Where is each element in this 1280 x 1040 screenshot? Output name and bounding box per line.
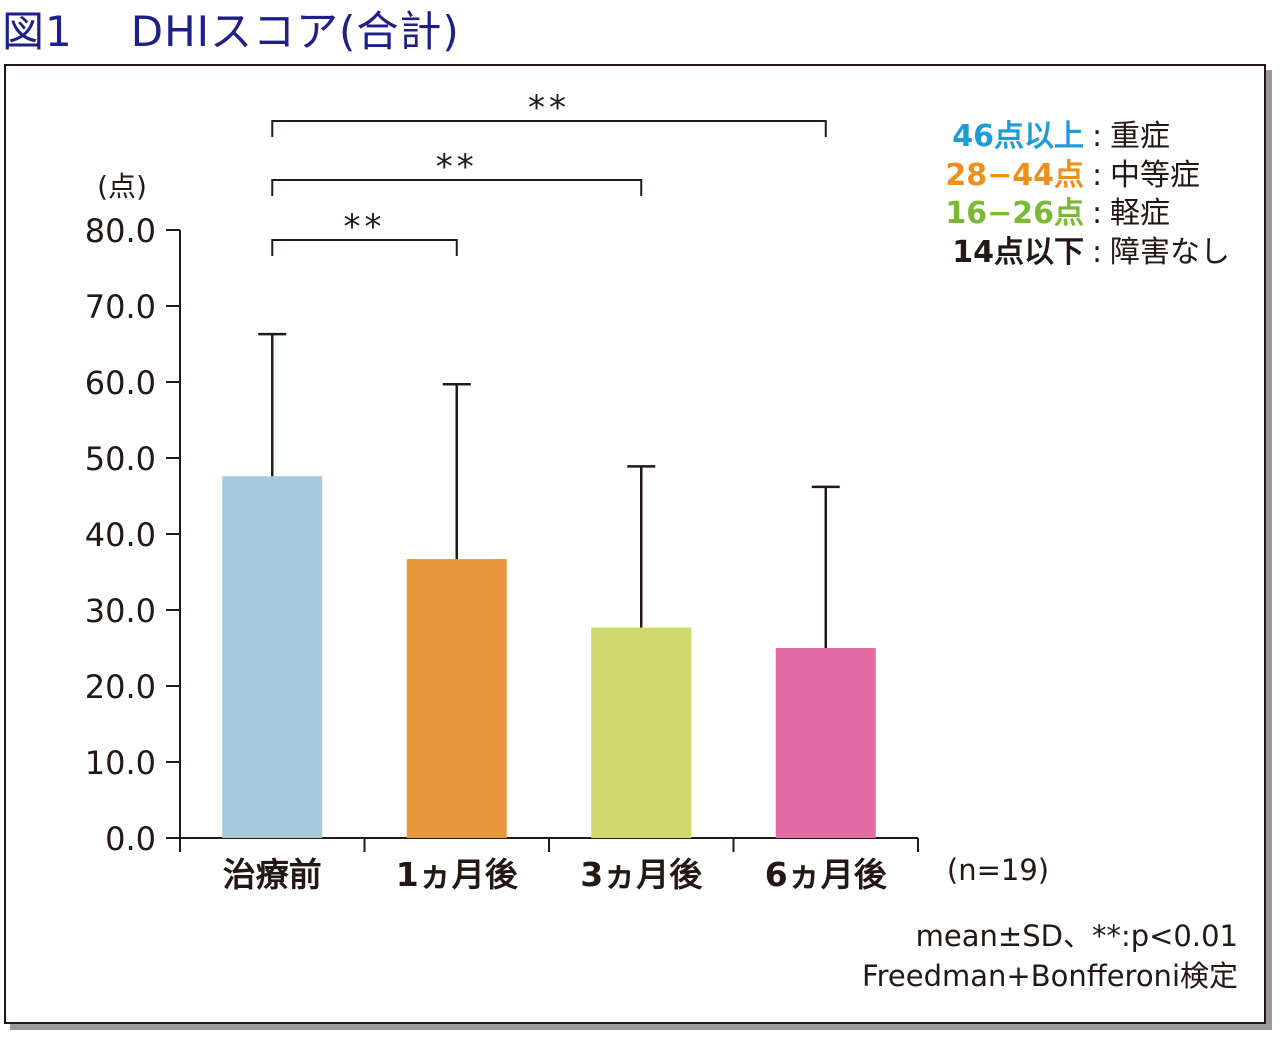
- legend-range-mild: 16−26点: [945, 196, 1084, 232]
- y-tick-label: 0.0: [105, 820, 156, 858]
- legend-row-mild: 16−26点: 軽症: [918, 195, 1230, 234]
- significance-label: **: [436, 147, 478, 187]
- y-tick-label: 30.0: [85, 592, 156, 630]
- significance-bracket: [271, 120, 827, 137]
- chart-frame: [4, 64, 1266, 1024]
- legend-severity-moderate: 中等症: [1110, 157, 1200, 193]
- y-tick-label: 80.0: [85, 212, 156, 250]
- significance-bracket: [271, 179, 643, 196]
- y-tick-label: 70.0: [85, 288, 156, 326]
- legend-row-moderate: 28−44点: 中等症: [918, 157, 1230, 196]
- stat-note-test: Freedman+Bonfferoni検定: [862, 959, 1238, 993]
- legend-severity-mild: 軽症: [1110, 196, 1170, 232]
- legend-separator: :: [1091, 235, 1103, 271]
- legend-row-none: 14点以下: 障害なし: [918, 234, 1230, 273]
- legend-separator: :: [1091, 157, 1103, 193]
- severity-legend: 46点以上: 重症 28−44点: 中等症 16−26点: 軽症 14点以下: 障害なし: [918, 118, 1230, 273]
- y-tick-label: 20.0: [85, 668, 156, 706]
- legend-range-moderate: 28−44点: [945, 157, 1084, 193]
- legend-separator: :: [1091, 119, 1103, 154]
- bar: [591, 627, 692, 838]
- legend-severity-none: 障害なし: [1110, 235, 1230, 271]
- bar: [406, 559, 507, 838]
- x-tick-label: 3ヵ月後: [580, 855, 703, 894]
- legend-separator: :: [1091, 196, 1103, 232]
- bar: [222, 476, 323, 838]
- figure-label: 図1: [2, 7, 73, 56]
- legend-range-none: 14点以下: [952, 235, 1084, 271]
- y-tick-label: 40.0: [85, 516, 156, 554]
- legend-severity-severe: 重症: [1110, 119, 1170, 154]
- stat-notes: mean±SD、**:p<0.01 Freedman+Bonfferoni検定: [862, 916, 1238, 996]
- figure-title-text: DHIスコア(合計): [130, 7, 460, 56]
- x-tick-label: 6ヵ月後: [765, 855, 888, 894]
- figure-title: 図1 DHIスコア(合計): [2, 0, 460, 59]
- y-tick-label: 10.0: [85, 744, 156, 782]
- significance-label: **: [528, 88, 570, 128]
- y-tick-label: 60.0: [85, 364, 156, 402]
- y-tick-label: 50.0: [85, 440, 156, 478]
- x-tick-label: 1ヵ月後: [396, 855, 519, 894]
- legend-range-severe: 46点以上: [952, 119, 1084, 154]
- bar: [775, 648, 876, 838]
- significance-bracket: [271, 239, 458, 256]
- stat-note-summary: mean±SD、**:p<0.01: [915, 919, 1238, 953]
- legend-row-severe: 46点以上: 重症: [918, 118, 1230, 157]
- y-axis-label: (点): [97, 170, 147, 203]
- x-tick-label: 治療前: [223, 855, 322, 894]
- sample-size-label: (n=19): [947, 853, 1049, 887]
- significance-label: **: [344, 207, 386, 247]
